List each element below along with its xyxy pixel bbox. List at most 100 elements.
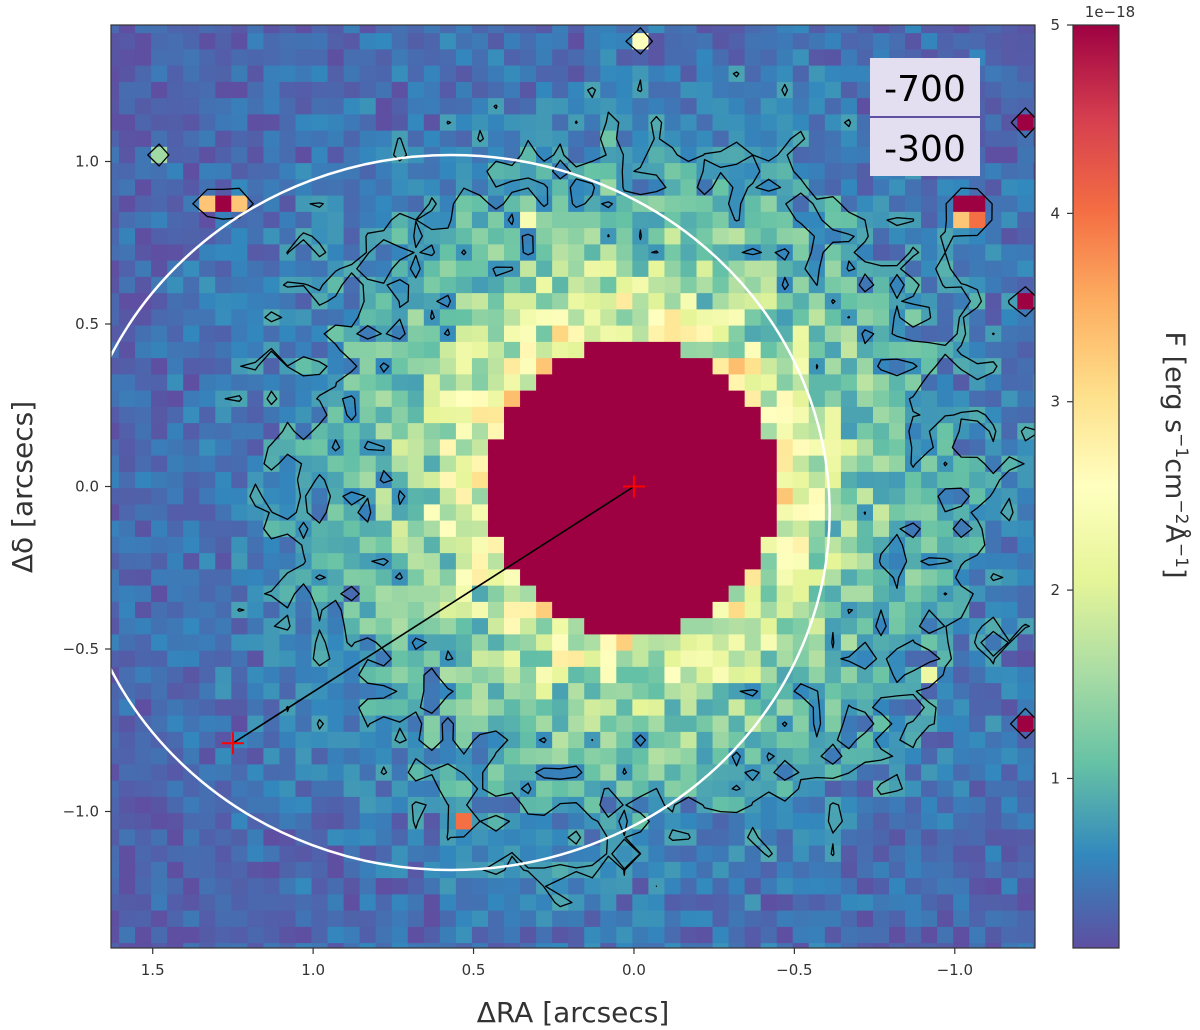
flux-pixel bbox=[632, 536, 649, 554]
flux-pixel bbox=[536, 439, 553, 457]
flux-pixel bbox=[600, 731, 617, 749]
flux-pixel bbox=[1033, 293, 1035, 310]
flux-pixel bbox=[856, 488, 874, 505]
flux-pixel bbox=[311, 813, 329, 830]
flux-pixel bbox=[648, 748, 666, 765]
flux-pixel bbox=[680, 618, 698, 635]
flux-pixel bbox=[792, 601, 810, 619]
flux-pixel bbox=[680, 309, 698, 327]
flux-pixel bbox=[921, 293, 938, 310]
flux-pixel bbox=[985, 536, 1002, 554]
flux-pixel bbox=[760, 130, 778, 148]
flux-pixel bbox=[295, 813, 313, 830]
flux-pixel bbox=[696, 276, 714, 294]
flux-pixel bbox=[840, 374, 858, 392]
flux-pixel bbox=[712, 943, 730, 948]
flux-pixel bbox=[840, 179, 858, 197]
flux-pixel bbox=[696, 943, 714, 948]
flux-pixel bbox=[648, 358, 666, 375]
flux-pixel bbox=[1017, 650, 1034, 668]
flux-pixel bbox=[327, 471, 345, 489]
flux-pixel bbox=[985, 926, 1002, 944]
flux-pixel bbox=[985, 683, 1002, 700]
flux-pixel bbox=[263, 861, 281, 879]
flux-pixel bbox=[760, 374, 778, 392]
flux-pixel bbox=[151, 634, 168, 652]
flux-pixel bbox=[311, 341, 329, 359]
flux-pixel bbox=[1017, 114, 1034, 132]
flux-pixel bbox=[1001, 293, 1018, 310]
flux-pixel bbox=[921, 195, 938, 213]
flux-pixel bbox=[937, 926, 954, 944]
flux-pixel bbox=[231, 358, 248, 375]
flux-pixel bbox=[664, 25, 682, 34]
flux-pixel bbox=[423, 179, 441, 197]
flux-pixel bbox=[151, 943, 168, 948]
flux-pixel bbox=[616, 780, 633, 798]
flux-pixel bbox=[664, 33, 682, 50]
flux-pixel bbox=[600, 211, 617, 229]
flux-pixel bbox=[792, 146, 810, 164]
flux-pixel bbox=[792, 325, 810, 343]
flux-pixel bbox=[263, 601, 281, 619]
flux-pixel bbox=[1001, 276, 1018, 294]
flux-pixel bbox=[969, 325, 986, 343]
flux-pixel bbox=[792, 796, 810, 814]
colorbar-title-part1: F [erg s bbox=[1159, 331, 1190, 433]
flux-pixel bbox=[1017, 81, 1034, 99]
flux-pixel bbox=[664, 796, 682, 814]
flux-pixel bbox=[455, 98, 473, 115]
flux-pixel bbox=[536, 325, 553, 343]
flux-pixel bbox=[263, 926, 281, 944]
flux-pixel bbox=[632, 439, 649, 457]
flux-pixel bbox=[808, 49, 826, 67]
flux-pixel bbox=[744, 553, 762, 570]
flux-pixel bbox=[728, 179, 746, 197]
flux-pixel bbox=[263, 244, 281, 262]
flux-pixel bbox=[215, 926, 232, 944]
flux-pixel bbox=[552, 650, 569, 668]
flux-pixel bbox=[327, 926, 345, 944]
flux-pixel bbox=[792, 211, 810, 229]
flux-pixel bbox=[375, 618, 393, 635]
flux-pixel bbox=[776, 98, 794, 115]
flux-pixel bbox=[439, 49, 457, 67]
flux-pixel bbox=[616, 699, 633, 717]
flux-pixel bbox=[680, 796, 698, 814]
flux-pixel bbox=[215, 276, 232, 294]
flux-pixel bbox=[423, 845, 441, 863]
flux-pixel bbox=[584, 520, 601, 538]
flux-pixel bbox=[872, 504, 890, 522]
flux-pixel bbox=[455, 341, 473, 359]
flux-pixel bbox=[728, 715, 746, 733]
flux-pixel bbox=[119, 455, 136, 473]
flux-pixel bbox=[953, 618, 970, 635]
flux-pixel bbox=[792, 455, 810, 473]
flux-pixel bbox=[311, 861, 329, 879]
flux-pixel bbox=[487, 943, 505, 948]
flux-pixel bbox=[407, 81, 425, 99]
flux-pixel bbox=[391, 585, 409, 603]
flux-pixel bbox=[183, 943, 200, 948]
flux-pixel bbox=[985, 715, 1002, 733]
flux-pixel bbox=[808, 715, 826, 733]
flux-pixel bbox=[905, 553, 922, 570]
flux-pixel bbox=[167, 228, 184, 245]
flux-pixel bbox=[728, 601, 746, 619]
flux-pixel bbox=[600, 553, 617, 570]
flux-pixel bbox=[872, 195, 890, 213]
flux-pixel bbox=[111, 390, 120, 408]
flux-pixel bbox=[423, 25, 441, 34]
flux-pixel bbox=[905, 650, 922, 668]
flux-pixel bbox=[135, 33, 152, 50]
flux-pixel bbox=[808, 33, 826, 50]
contour-lines bbox=[147, 27, 1035, 908]
flux-pixel bbox=[664, 731, 682, 749]
flux-pixel bbox=[728, 504, 746, 522]
flux-pixel bbox=[680, 341, 698, 359]
flux-pixel bbox=[937, 309, 954, 327]
flux-pixel bbox=[1033, 358, 1035, 375]
flux-pixel bbox=[471, 878, 489, 895]
flux-pixel bbox=[953, 455, 970, 473]
flux-pixel bbox=[921, 536, 938, 554]
